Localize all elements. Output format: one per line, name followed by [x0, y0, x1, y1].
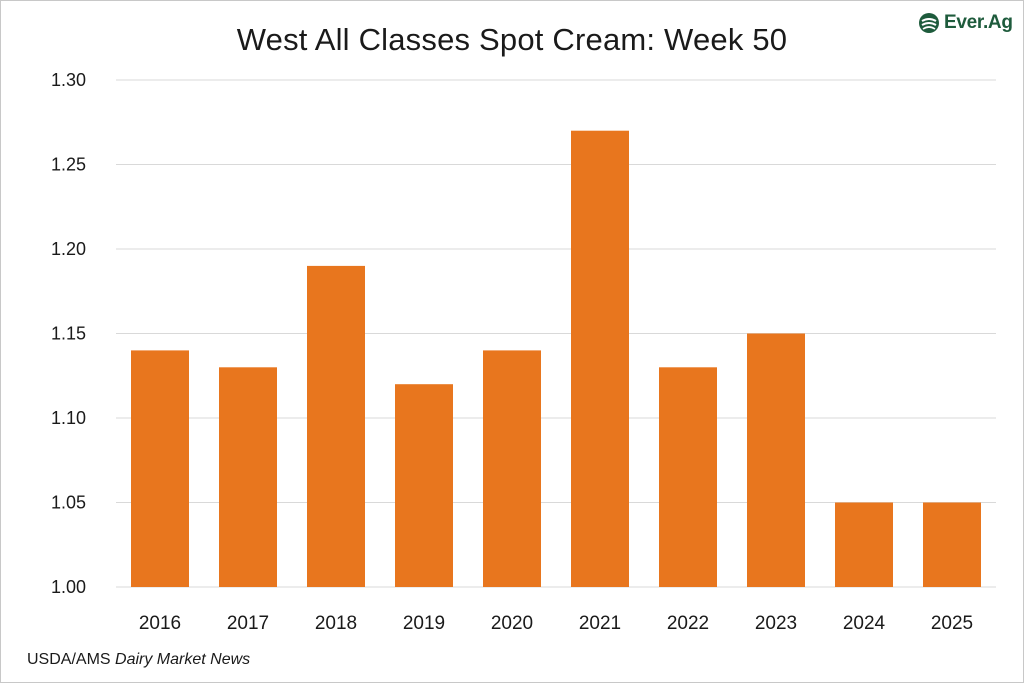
- x-tick-label: 2025: [931, 613, 973, 634]
- bar: [659, 367, 717, 587]
- x-tick-label: 2022: [667, 613, 709, 634]
- bar: [483, 350, 541, 587]
- source-publication: Dairy Market News: [115, 651, 251, 668]
- bar: [219, 367, 277, 587]
- y-tick-label: 1.20: [51, 239, 86, 259]
- bar: [571, 130, 629, 587]
- y-tick-label: 1.15: [51, 324, 86, 344]
- brand-logo-text: Ever.Ag: [944, 12, 1013, 33]
- ever-ag-logo-icon: [919, 13, 939, 33]
- y-tick-label: 1.10: [51, 408, 86, 428]
- source-note: USDA/AMS Dairy Market News: [27, 651, 250, 669]
- x-tick-label: 2021: [579, 613, 621, 634]
- bar: [747, 333, 805, 587]
- y-tick-label: 1.30: [51, 70, 86, 90]
- x-tick-label: 2017: [227, 613, 269, 634]
- x-tick-label: 2016: [139, 613, 181, 634]
- y-tick-label: 1.25: [51, 155, 86, 175]
- chart-title: West All Classes Spot Cream: Week 50: [236, 22, 788, 57]
- bar: [395, 384, 453, 587]
- source-prefix: USDA/AMS: [27, 651, 116, 668]
- bar: [923, 502, 981, 587]
- y-tick-label: 1.05: [51, 493, 86, 513]
- x-tick-label: 2023: [755, 613, 797, 634]
- x-tick-label: 2024: [843, 613, 886, 634]
- bar: [307, 265, 365, 587]
- y-tick-label: 1.00: [51, 577, 86, 597]
- x-tick-label: 2018: [315, 613, 357, 634]
- x-tick-label: 2019: [403, 613, 445, 634]
- brand-logo: Ever.Ag: [918, 12, 1013, 34]
- bar: [131, 350, 189, 587]
- bar: [835, 502, 893, 587]
- x-tick-label: 2020: [491, 613, 533, 634]
